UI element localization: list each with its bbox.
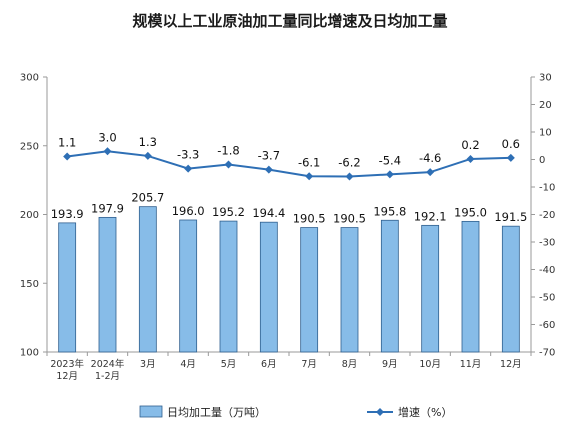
- line-point: [385, 170, 394, 179]
- left-tick-label: 250: [20, 141, 39, 152]
- left-tick-label: 100: [20, 348, 39, 359]
- line-data-label: -6.2: [338, 156, 360, 170]
- x-tick-label: 9月: [382, 359, 398, 370]
- bar: [300, 227, 319, 353]
- right-tick-label: -60: [539, 320, 555, 331]
- legend-bar-label: 日均加工量（万吨）: [167, 406, 266, 419]
- line-data-label: -3.7: [258, 149, 280, 163]
- line-point: [345, 172, 354, 181]
- line-point: [103, 147, 112, 156]
- line-data-label: -5.4: [379, 153, 401, 167]
- line-data-label: 0.2: [461, 138, 479, 152]
- x-tick-label: 10月: [419, 359, 441, 370]
- right-tick-label: -30: [539, 238, 555, 249]
- bar-data-label: 195.2: [212, 205, 245, 219]
- x-tick-label: 11月: [460, 359, 482, 370]
- line-point: [224, 160, 233, 169]
- bar-data-label: 196.0: [172, 204, 205, 218]
- right-tick-label: 0: [539, 155, 545, 166]
- line-point: [506, 153, 515, 162]
- line-data-label: -6.1: [298, 155, 320, 169]
- right-tick-label: -40: [539, 265, 555, 276]
- bar-data-label: 190.5: [293, 212, 326, 226]
- bar: [179, 219, 198, 353]
- x-tick-label: 2023年: [50, 358, 84, 370]
- line-point: [466, 154, 475, 163]
- right-tick-label: -10: [539, 183, 555, 194]
- line-point: [143, 151, 152, 160]
- line-point: [184, 164, 193, 173]
- left-tick-label: 300: [20, 73, 39, 84]
- growth-line: [63, 147, 515, 181]
- bars: [58, 206, 520, 353]
- right-tick-label: 20: [539, 100, 552, 111]
- right-tick-label: -50: [539, 293, 555, 304]
- bar: [138, 206, 157, 353]
- line-data-label: 0.6: [502, 137, 520, 151]
- bar-data-label: 197.9: [91, 201, 124, 215]
- bar: [461, 220, 480, 353]
- chart-title: 规模以上工业原油加工量同比增速及日均加工量: [132, 12, 447, 30]
- legend-line-label: 增速（%）: [398, 405, 452, 419]
- x-tick-label: 12月: [500, 359, 522, 370]
- bar-data-label: 191.5: [494, 210, 527, 224]
- legend-bar-swatch: [139, 405, 163, 418]
- bar: [380, 219, 399, 353]
- line-data-label: -4.6: [419, 151, 441, 165]
- bar-data-label: 194.4: [252, 206, 285, 220]
- x-tick-label: 3月: [140, 359, 156, 370]
- bar: [259, 221, 278, 353]
- line-data-label: 1.3: [139, 135, 157, 149]
- bar-data-label: 193.9: [51, 207, 84, 221]
- line-point: [264, 165, 273, 174]
- bar-data-label: 195.8: [373, 204, 406, 218]
- bar-data-label: 192.1: [414, 209, 447, 223]
- bar-data-label: 195.0: [454, 205, 487, 219]
- line-point: [305, 172, 314, 181]
- line-labels: 1.1 3.0 1.3 -3.3 -1.8 -3.7 -6.1 -6.2 -5.4 -4.6 0.2…: [58, 130, 520, 169]
- line-point: [63, 152, 72, 161]
- right-tick-label: -20: [539, 210, 555, 221]
- bar: [501, 225, 520, 353]
- x-tick-label: 12月: [56, 371, 78, 382]
- line-data-label: 1.1: [58, 135, 76, 149]
- bar: [421, 224, 440, 353]
- legend: 日均加工量（万吨） 增速（%）: [139, 405, 452, 419]
- bar: [98, 216, 117, 353]
- x-tick-label: 8月: [342, 359, 358, 370]
- line-data-label: -1.8: [217, 143, 239, 157]
- x-tick-label: 4月: [180, 359, 196, 370]
- x-tick-label: 1-2月: [95, 371, 120, 382]
- line-point: [426, 168, 435, 177]
- bar-labels: 193.9 197.9 205.7 196.0 195.2 194.4 190.5 190.5…: [51, 191, 528, 226]
- right-tick-label: 10: [539, 128, 552, 139]
- x-tick-label: 7月: [301, 359, 317, 370]
- x-tick-label: 5月: [221, 359, 237, 370]
- right-tick-label: 30: [539, 73, 552, 84]
- bar-data-label: 205.7: [131, 191, 164, 205]
- line-data-label: -3.3: [177, 148, 199, 162]
- left-tick-label: 150: [20, 279, 39, 290]
- bar: [340, 227, 359, 353]
- x-tick-label: 6月: [261, 359, 277, 370]
- bar: [58, 222, 77, 353]
- legend-line-marker: [376, 408, 384, 416]
- bar: [219, 220, 238, 353]
- left-tick-label: 200: [20, 210, 39, 221]
- growth-line-path: [67, 150, 511, 178]
- x-tick-label: 2024年: [91, 358, 125, 370]
- bar-data-label: 190.5: [333, 212, 366, 226]
- line-data-label: 3.0: [98, 130, 116, 144]
- right-tick-label: -70: [539, 348, 555, 359]
